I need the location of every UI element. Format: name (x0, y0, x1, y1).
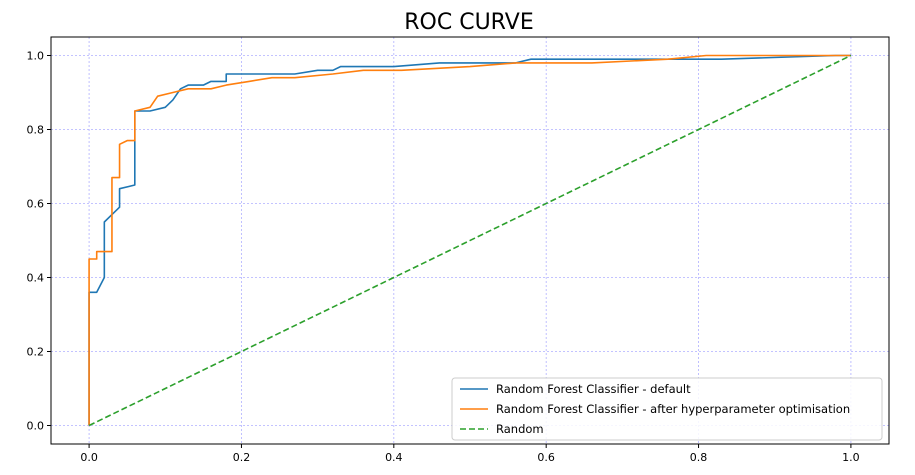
y-tick-label: 0.2 (27, 346, 45, 359)
legend: Random Forest Classifier - default Random… (451, 377, 883, 441)
y-tick-label: 0.0 (27, 420, 45, 433)
x-tick-label: 0.2 (233, 451, 251, 464)
legend-box (451, 377, 883, 441)
y-tick-label: 0.6 (27, 198, 45, 211)
chart-title: ROC CURVE (404, 10, 533, 35)
x-tick-label: 0.8 (690, 451, 708, 464)
x-tick-label: 0.6 (537, 451, 555, 464)
legend-label-1: Random Forest Classifier - default (496, 382, 691, 396)
x-tick-label: 0.4 (385, 451, 403, 464)
y-tick-label: 1.0 (27, 50, 45, 63)
series-line-3 (88, 54, 852, 427)
plot-frame (50, 36, 890, 445)
series-line-2 (88, 54, 851, 426)
legend-label-2: Random Forest Classifier - after hyperpa… (496, 402, 850, 416)
y-tick-label: 0.8 (27, 124, 45, 137)
x-tick-label: 0.0 (80, 451, 98, 464)
series-lines (88, 54, 852, 427)
legend-label-3: Random (496, 422, 544, 436)
x-tick-label: 1.0 (842, 451, 860, 464)
axis-ticks: 0.0 0.2 0.4 0.6 0.8 1.0 0.0 0.2 0.4 0.6 0.8 1.0 (27, 50, 860, 465)
y-tick-label: 0.4 (27, 272, 45, 285)
